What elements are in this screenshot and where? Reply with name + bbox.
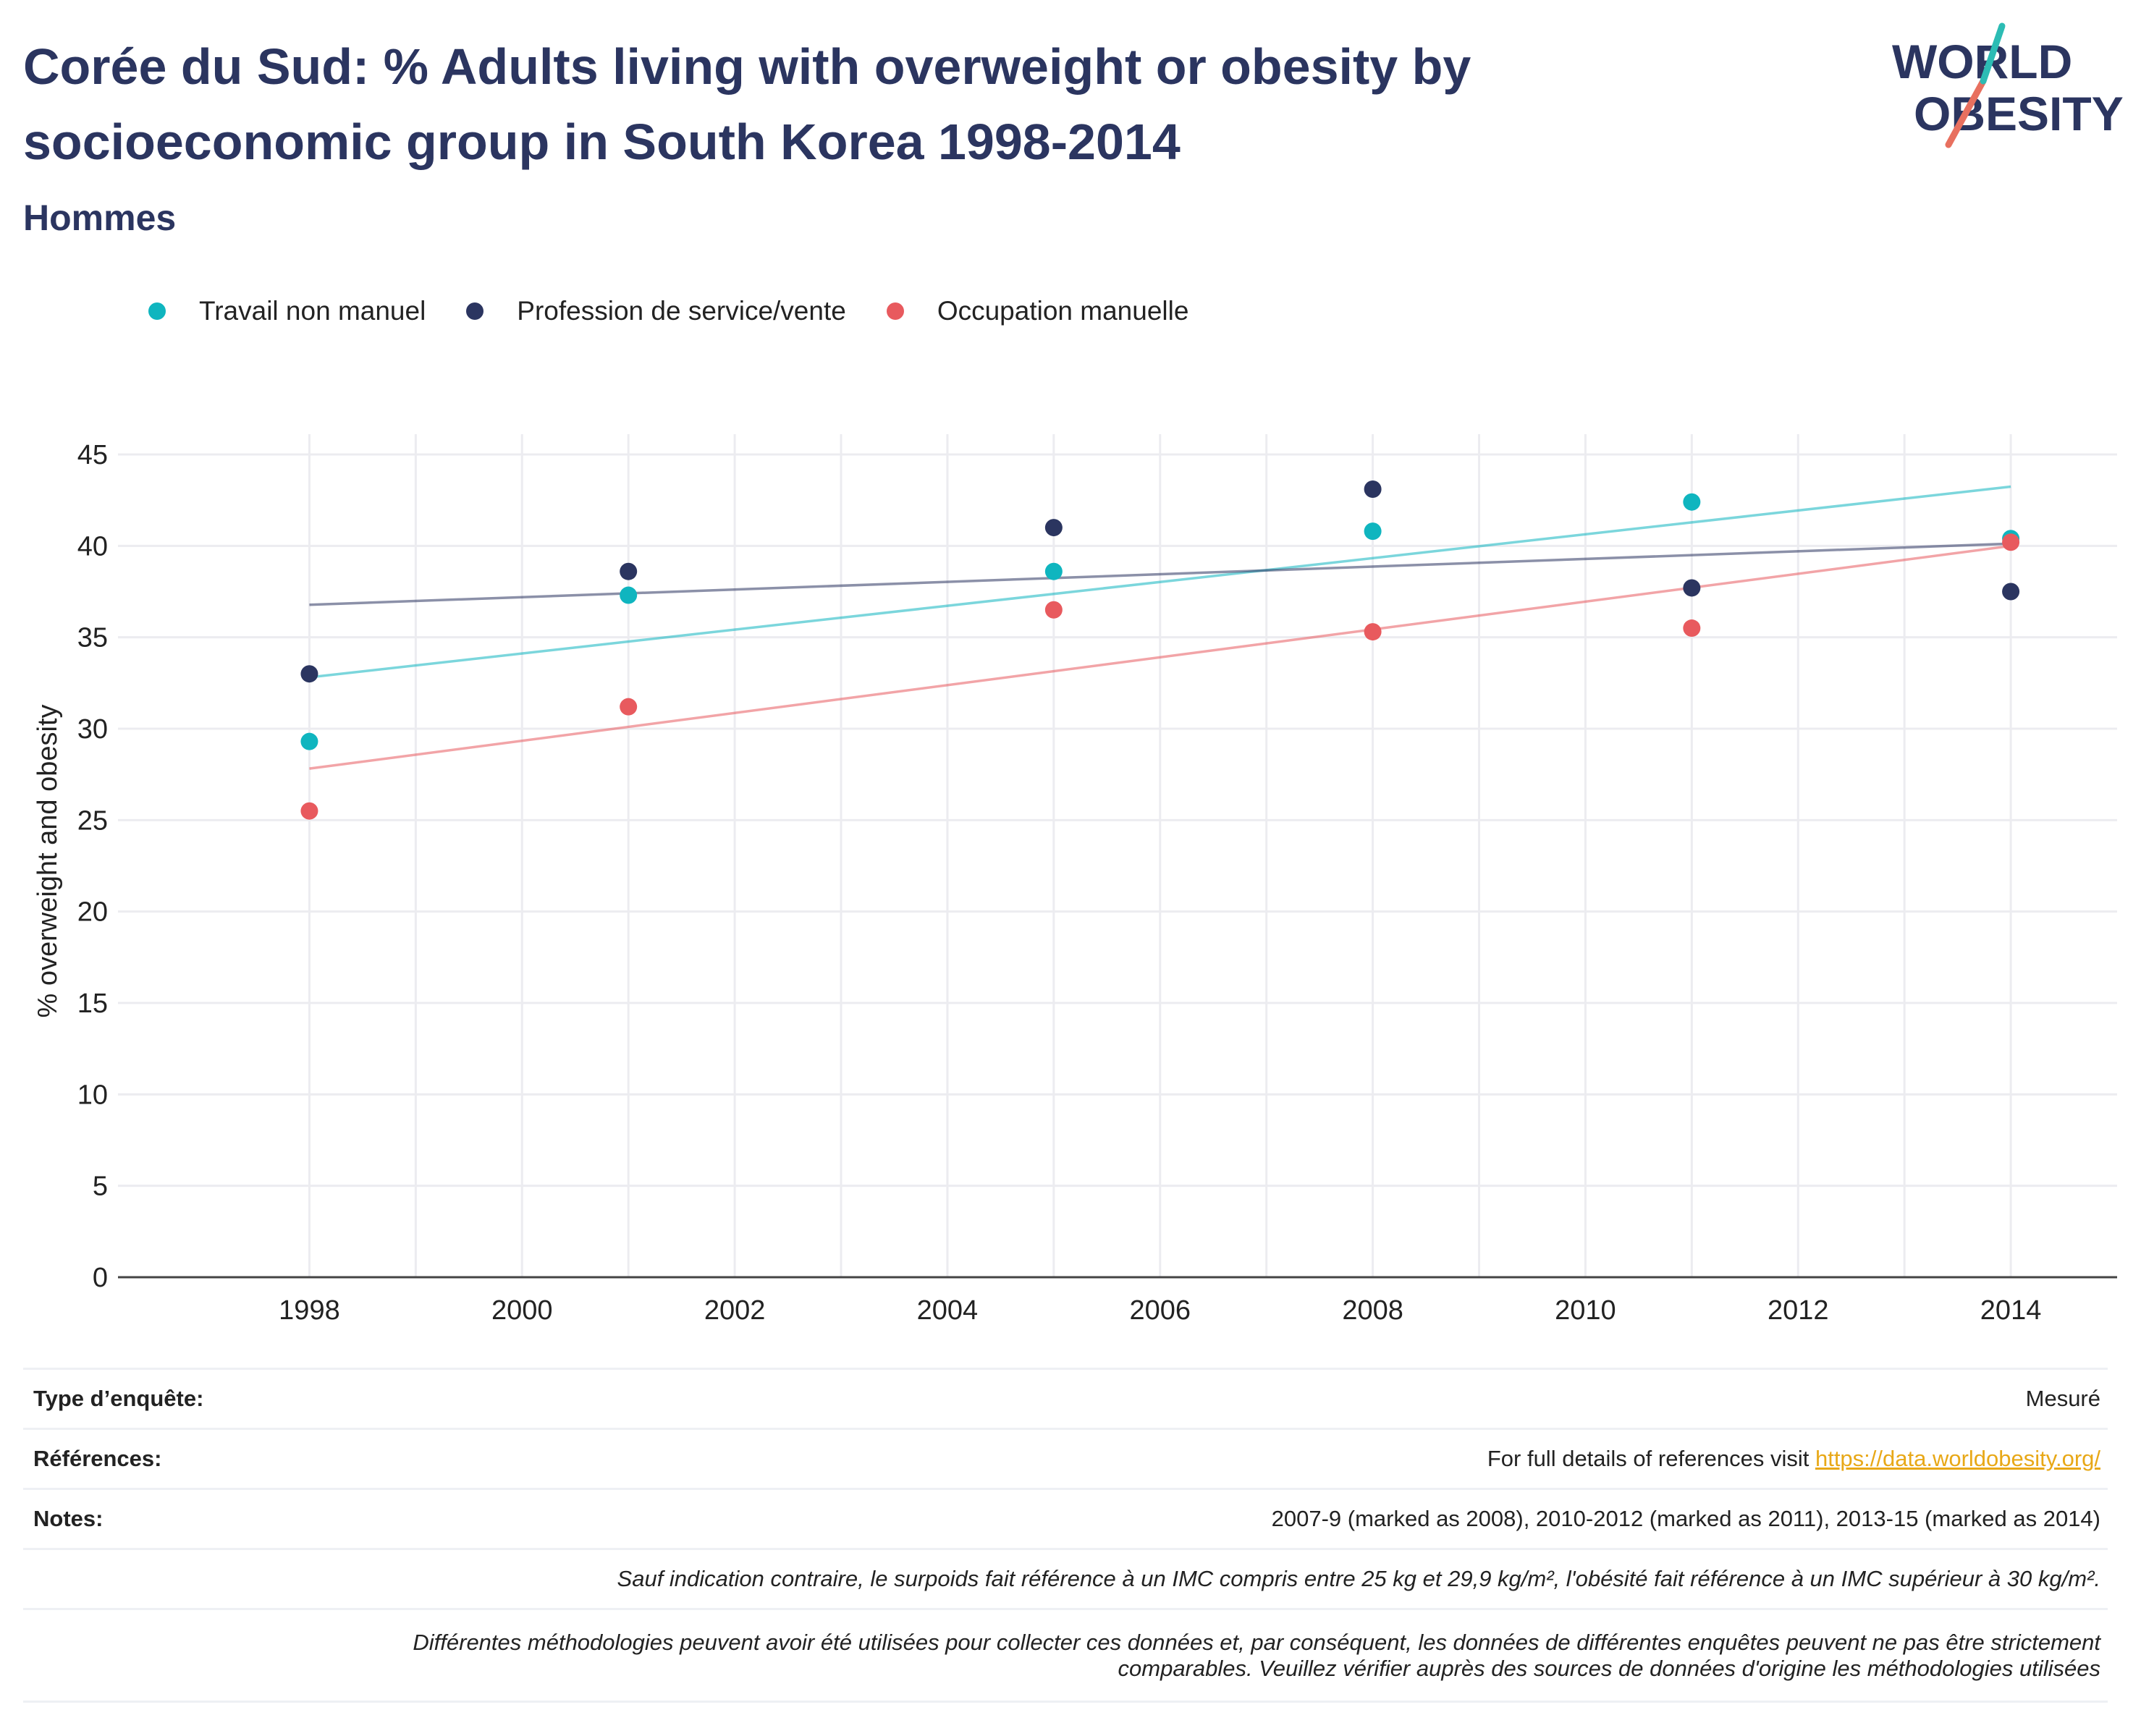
logo-line2: OBESITY	[1914, 87, 2124, 140]
y-tick-label: 45	[77, 440, 108, 470]
chart-title: Corée du Sud: % Adults living with overw…	[23, 38, 1471, 170]
logo-slash-teal	[1980, 22, 2006, 85]
x-tick-label: 2004	[917, 1295, 979, 1326]
grid-lines	[118, 434, 2117, 1277]
survey-type-label: Type d’enquête:	[33, 1386, 204, 1411]
data-point-series-0[interactable]	[1364, 522, 1382, 541]
methodology-note: Différentes méthodologies peuvent avoir …	[413, 1630, 2108, 1682]
legend-marker-red	[886, 302, 904, 320]
x-tick-label: 2008	[1342, 1295, 1403, 1326]
legend-item-travail-non-manuel[interactable]: Travail non manuel	[148, 296, 426, 326]
data-point-series-0[interactable]	[1044, 562, 1063, 580]
y-tick-label: 25	[77, 805, 108, 836]
data-point-series-2[interactable]	[1683, 619, 1701, 638]
bmi-note-row: Sauf indication contraire, le surpoids f…	[23, 1548, 2108, 1608]
notes-row: Notes: 2007-9 (marked as 2008), 2010-201…	[23, 1488, 2108, 1548]
data-point-series-2[interactable]	[2002, 533, 2020, 551]
scatter-chart: 1998 2000 2002 2004 2006 2008 2010 2012 2014 0 5 10…	[33, 434, 2117, 1326]
trend-line-series-2	[309, 544, 2011, 770]
legend-label: Travail non manuel	[199, 296, 426, 326]
y-tick-label: 0	[93, 1263, 108, 1293]
data-point-series-2[interactable]	[1044, 601, 1063, 619]
data-point-series-0[interactable]	[620, 586, 638, 604]
x-tick-label: 2012	[1768, 1295, 1829, 1326]
y-tick-label: 5	[93, 1172, 108, 1202]
survey-type-value: Mesuré	[2025, 1386, 2100, 1411]
x-tick-label: 2002	[704, 1295, 766, 1326]
logo-slash-red	[1945, 77, 1987, 148]
legend-marker-navy	[466, 302, 484, 320]
x-tick-label: 1998	[279, 1295, 340, 1326]
x-tick-label: 2010	[1555, 1295, 1616, 1326]
legend-item-profession-service[interactable]: Profession de service/vente	[466, 296, 846, 326]
y-tick-label: 20	[77, 897, 108, 928]
data-point-series-2[interactable]	[300, 802, 318, 820]
world-obesity-logo: WORLD OBESITY	[1892, 22, 2124, 148]
chart-legend: Travail non manuel Profession de service…	[148, 289, 1229, 333]
data-points	[300, 480, 2020, 820]
references-row: Références: For full details of referenc…	[23, 1428, 2108, 1488]
bmi-note: Sauf indication contraire, le surpoids f…	[617, 1566, 2100, 1591]
notes-value: 2007-9 (marked as 2008), 2010-2012 (mark…	[1271, 1506, 2100, 1531]
x-tick-label: 2014	[1980, 1295, 2042, 1326]
data-point-series-1[interactable]	[1364, 480, 1382, 499]
data-point-series-2[interactable]	[1364, 623, 1382, 641]
y-tick-label: 15	[77, 988, 108, 1019]
x-tick-label: 2000	[491, 1295, 553, 1326]
x-tick-label: 2006	[1129, 1295, 1191, 1326]
notes-label: Notes:	[33, 1506, 104, 1531]
y-tick-label: 10	[77, 1080, 108, 1110]
data-point-series-0[interactable]	[1683, 493, 1701, 511]
methodology-note-row: Différentes méthodologies peuvent avoir …	[23, 1608, 2108, 1703]
data-point-series-0[interactable]	[300, 732, 318, 750]
data-point-series-1[interactable]	[1044, 519, 1063, 537]
legend-marker-teal	[148, 302, 166, 320]
data-point-series-1[interactable]	[2002, 583, 2020, 601]
axes: 1998 2000 2002 2004 2006 2008 2010 2012 2014 0 5 10…	[77, 440, 2117, 1326]
legend-label: Profession de service/vente	[517, 296, 846, 326]
metadata-table: Type d’enquête: Mesuré Références: For f…	[23, 1368, 2108, 1703]
references-text: For full details of references visit	[1487, 1446, 1815, 1471]
y-tick-label: 35	[77, 623, 108, 653]
references-link[interactable]: https://data.worldobesity.org/	[1815, 1446, 2100, 1471]
methodology-note-line1: Différentes méthodologies peuvent avoir …	[413, 1629, 2100, 1655]
trend-lines	[309, 485, 2011, 770]
references-label: Références:	[33, 1446, 162, 1471]
methodology-note-line2: comparables. Veuillez vérifier auprès de…	[1118, 1655, 2100, 1681]
data-point-series-1[interactable]	[300, 665, 318, 683]
legend-item-occupation-manuelle[interactable]: Occupation manuelle	[886, 296, 1189, 326]
legend-label: Occupation manuelle	[937, 296, 1189, 326]
survey-type-row: Type d’enquête: Mesuré	[23, 1368, 2108, 1428]
y-tick-label: 30	[77, 714, 108, 745]
data-point-series-1[interactable]	[620, 562, 638, 580]
chart-subtitle: Hommes	[23, 198, 177, 238]
data-point-series-2[interactable]	[620, 698, 638, 716]
trend-line-series-0	[309, 485, 2011, 679]
y-axis-label: % overweight and obesity	[33, 704, 63, 1017]
references-value: For full details of references visit htt…	[1487, 1446, 2108, 1472]
y-tick-label: 40	[77, 531, 108, 562]
data-point-series-1[interactable]	[1683, 579, 1701, 597]
trend-line-series-1	[309, 542, 2011, 606]
